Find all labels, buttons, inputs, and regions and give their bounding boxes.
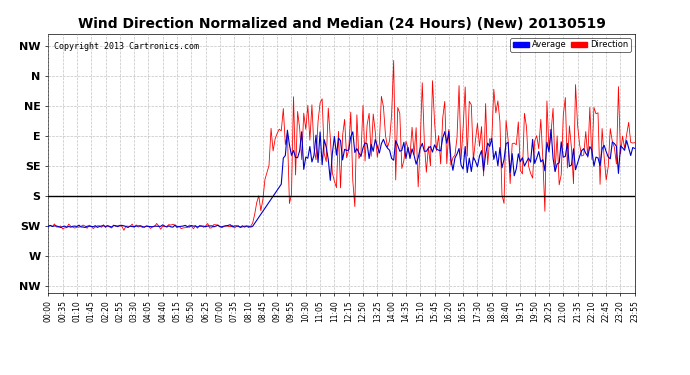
Title: Wind Direction Normalized and Median (24 Hours) (New) 20130519: Wind Direction Normalized and Median (24…: [77, 17, 606, 31]
Text: Copyright 2013 Cartronics.com: Copyright 2013 Cartronics.com: [55, 42, 199, 51]
Legend: Average, Direction: Average, Direction: [510, 38, 631, 52]
